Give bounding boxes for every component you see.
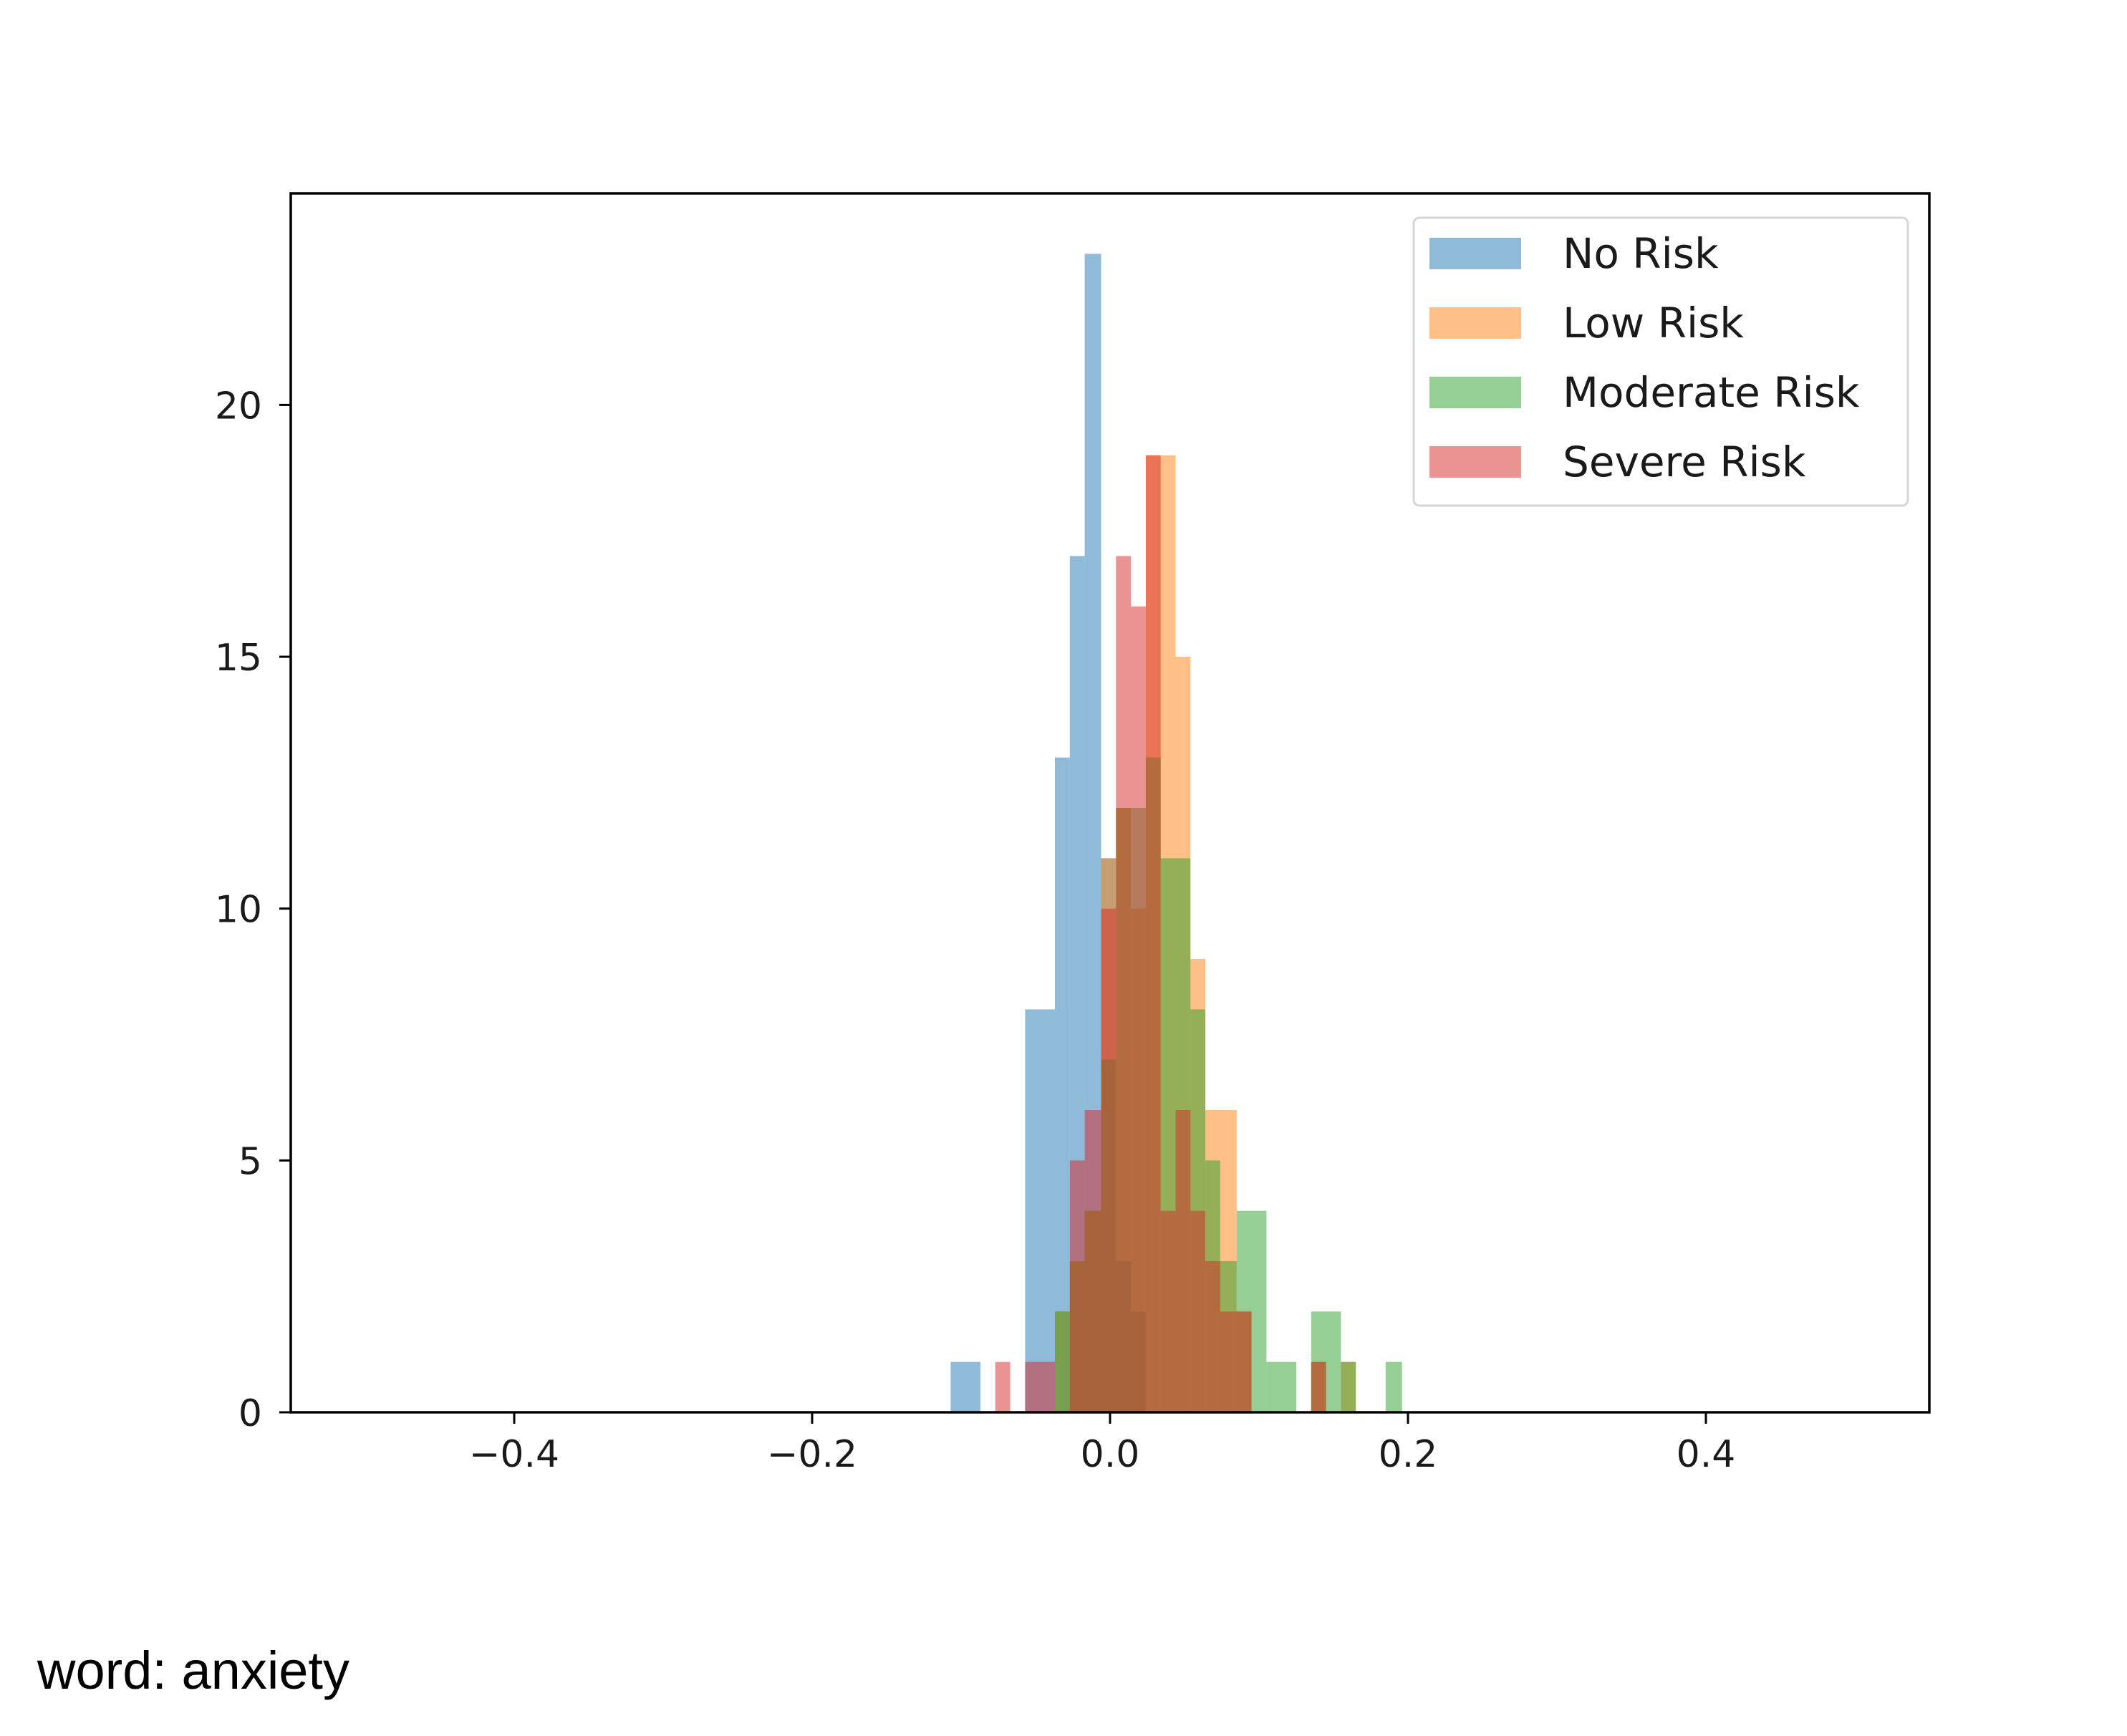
y-tick-label: 10 (215, 889, 262, 932)
histogram-bar (1116, 556, 1132, 1412)
histogram-bar (1266, 1361, 1296, 1412)
legend-label: No Risk (1563, 229, 1719, 278)
x-axis: −0.4 −0.2 0.0 0.2 0.4 (469, 1412, 1735, 1476)
histogram-bar (1084, 1110, 1101, 1412)
histogram-bar (1131, 606, 1146, 1413)
y-axis: 0 5 10 15 20 (215, 385, 291, 1435)
histogram-bar (1205, 1261, 1220, 1412)
histogram-bar (950, 1361, 980, 1412)
y-tick-label: 20 (215, 385, 262, 428)
y-tick-label: 15 (215, 637, 262, 680)
histogram-bar (1341, 1361, 1356, 1412)
histogram-bar (1055, 757, 1070, 1412)
histogram-bar (1160, 1210, 1176, 1412)
histogram-bar (1190, 1210, 1206, 1412)
legend: No Risk Low Risk Moderate Risk Severe Risk (1412, 216, 1909, 507)
x-tick-label: −0.2 (767, 1433, 857, 1476)
legend-swatch (1429, 446, 1521, 478)
histogram-bar (1385, 1361, 1402, 1412)
histogram-bar (995, 1361, 1011, 1412)
y-tick-label: 0 (238, 1392, 262, 1435)
series-severe-risk (995, 455, 1326, 1413)
histogram-bar (1069, 1160, 1085, 1412)
histogram-bar (1175, 1110, 1191, 1412)
legend-swatch (1429, 377, 1521, 408)
histogram-bar (1025, 1361, 1055, 1412)
histogram-bar (1311, 1361, 1326, 1412)
legend-label: Moderate Risk (1563, 368, 1860, 417)
histogram-bar (1101, 908, 1116, 1412)
legend-swatch (1429, 238, 1521, 269)
histogram-bar (1055, 1311, 1070, 1412)
legend-swatch (1429, 307, 1521, 339)
legend-label: Low Risk (1563, 299, 1744, 347)
legend-box (1412, 216, 1909, 507)
x-tick-label: 0.4 (1677, 1433, 1736, 1476)
y-tick-label: 5 (238, 1140, 262, 1183)
histogram-bars (950, 254, 1402, 1413)
histogram-bar (1025, 1009, 1055, 1412)
x-tick-label: 0.2 (1379, 1433, 1438, 1476)
histogram-bar (1220, 1311, 1252, 1412)
x-tick-label: 0.0 (1081, 1433, 1140, 1476)
x-tick-label: −0.4 (469, 1433, 559, 1476)
word-caption: word: anxiety (37, 1641, 349, 1700)
legend-label: Severe Risk (1563, 438, 1806, 486)
histogram-bar (1145, 455, 1161, 1413)
